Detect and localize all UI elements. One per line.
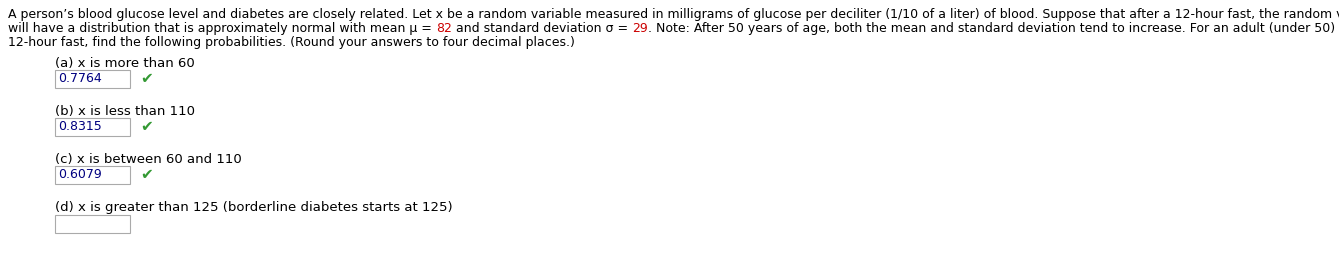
- Text: 82: 82: [437, 22, 451, 35]
- Text: 0.6079: 0.6079: [58, 168, 102, 182]
- Text: (d) x is greater than 125 (borderline diabetes starts at 125): (d) x is greater than 125 (borderline di…: [55, 201, 453, 214]
- Text: ✔: ✔: [141, 120, 153, 135]
- Text: and standard deviation σ =: and standard deviation σ =: [451, 22, 632, 35]
- Text: 29: 29: [632, 22, 648, 35]
- Bar: [55, 118, 130, 136]
- Bar: [55, 215, 130, 233]
- Text: (a) x is more than 60: (a) x is more than 60: [55, 57, 194, 70]
- Text: (c) x is between 60 and 110: (c) x is between 60 and 110: [55, 153, 242, 166]
- Text: will have a distribution that is approximately normal with mean μ =: will have a distribution that is approxi…: [8, 22, 437, 35]
- Text: Note: After 50 years of age, both the mean and standard deviation tend to increa: Note: After 50 years of age, both the me…: [656, 22, 1339, 35]
- Text: 0.8315: 0.8315: [58, 120, 102, 134]
- Bar: [55, 70, 130, 88]
- Text: (b) x is less than 110: (b) x is less than 110: [55, 105, 195, 118]
- Text: A person’s blood glucose level and diabetes are closely related. Let x be a rand: A person’s blood glucose level and diabe…: [8, 8, 1339, 21]
- Bar: [55, 166, 130, 184]
- Text: .: .: [648, 22, 656, 35]
- Text: ✔: ✔: [141, 72, 153, 87]
- Text: 12-hour fast, find the following probabilities. (Round your answers to four deci: 12-hour fast, find the following probabi…: [8, 36, 574, 49]
- Text: ✔: ✔: [141, 167, 153, 183]
- Text: 0.7764: 0.7764: [58, 73, 102, 85]
